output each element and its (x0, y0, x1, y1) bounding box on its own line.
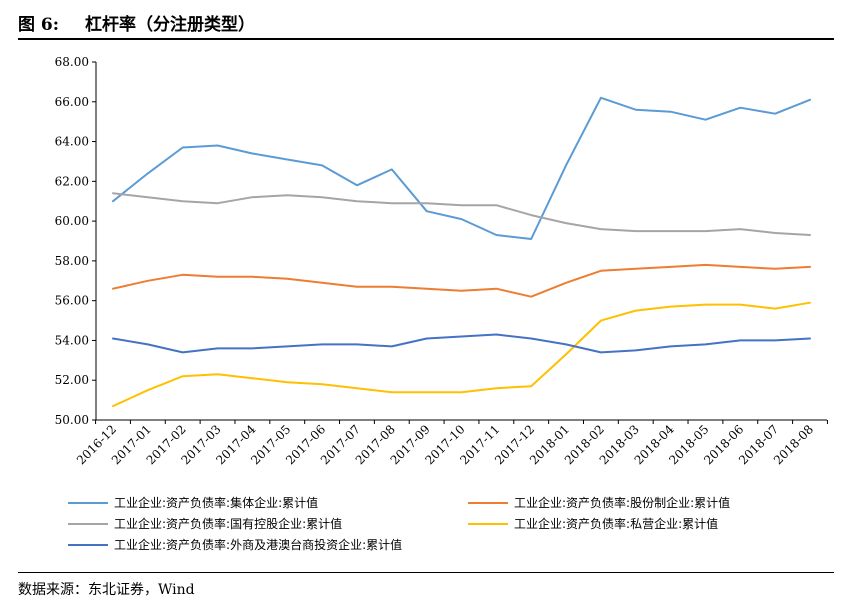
y-tick-label: 64.00 (55, 135, 89, 149)
legend-item-collective: 工业企业:资产负债率:集体企业:累计值 (68, 494, 318, 511)
figure-title: 杠杆率（分注册类型） (85, 14, 256, 35)
legend-item-private: 工业企业:资产负债率:私营企业:累计值 (468, 515, 718, 532)
legend-label: 工业企业:资产负债率:股份制企业:累计值 (514, 496, 731, 510)
line-chart: 50.00 52.00 54.00 56.00 58.00 60.00 62.00 64.00… (55, 55, 828, 467)
series-line-3 (112, 192, 811, 236)
y-tick-label: 52.00 (55, 373, 89, 387)
series-line-1 (112, 96, 811, 240)
series-line-2 (112, 263, 811, 298)
legend-label: 工业企业:资产负债率:外商及港澳台商投资企业:累计值 (114, 538, 403, 552)
legend-label: 工业企业:资产负债率:集体企业:累计值 (114, 496, 319, 510)
legend-swatch (468, 522, 508, 525)
legend-item-foreign: 工业企业:资产负债率:外商及港澳台商投资企业:累计值 (68, 536, 402, 553)
legend-swatch (68, 543, 108, 546)
series-line-4 (112, 301, 811, 408)
source-text: 数据来源：东北证券，Wind (18, 582, 195, 598)
legend-item-state-owned: 工业企业:资产负债率:国有控股企业:累计值 (68, 515, 342, 532)
y-tick-label: 58.00 (55, 254, 89, 268)
y-tick-label: 56.00 (55, 294, 89, 308)
legend-swatch (468, 501, 508, 504)
legend-label: 工业企业:资产负债率:私营企业:累计值 (514, 517, 719, 531)
chart-legend: 工业企业:资产负债率:集体企业:累计值 工业企业:资产负债率:股份制企业:累计值… (64, 488, 824, 558)
series-line-5 (112, 333, 811, 354)
y-tick-label: 62.00 (55, 174, 89, 188)
y-tick-label: 60.00 (55, 214, 89, 228)
figure-label: 图 6: (18, 14, 60, 35)
legend-label: 工业企业:资产负债率:国有控股企业:累计值 (114, 517, 343, 531)
figure-title-bar: 图 6: 杠杆率（分注册类型） (18, 6, 834, 40)
legend-swatch (68, 501, 108, 504)
legend-item-joint-stock: 工业企业:资产负债率:股份制企业:累计值 (468, 494, 730, 511)
y-tick-label: 50.00 (55, 413, 89, 427)
y-tick-label: 54.00 (55, 333, 89, 347)
y-tick-label: 68.00 (55, 55, 89, 69)
source-note: 数据来源：东北证券，Wind (18, 572, 834, 605)
legend-swatch (68, 522, 108, 525)
y-tick-label: 66.00 (55, 95, 89, 109)
